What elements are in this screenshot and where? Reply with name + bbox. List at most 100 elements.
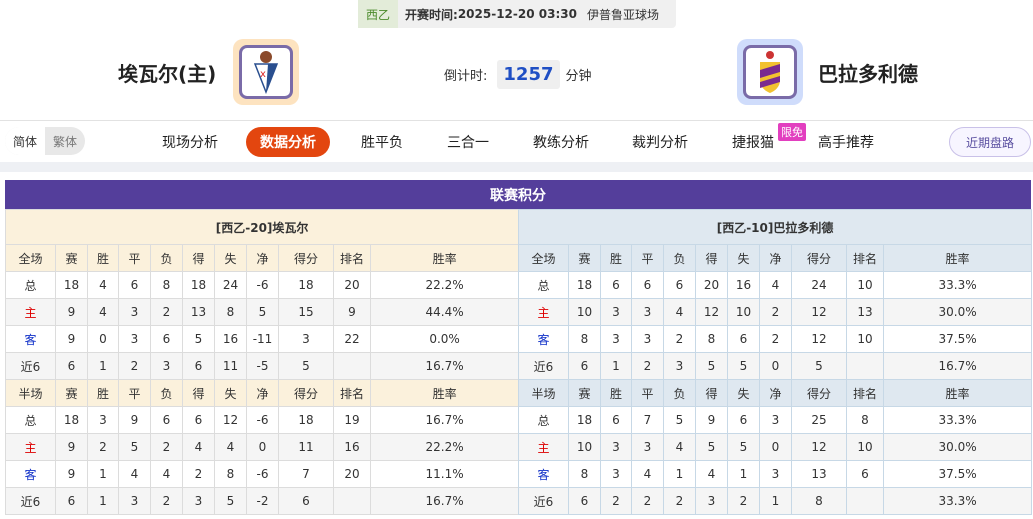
- table-row: 客 8 3 3 2 8 6 2 12 10 37.5%: [518, 325, 1033, 353]
- stat-cell: 8: [791, 487, 847, 515]
- language-toggle[interactable]: 简体 繁体: [5, 127, 85, 155]
- column-header: 负: [663, 244, 696, 272]
- stat-cell: 8: [846, 406, 884, 434]
- column-header: 得分: [278, 244, 334, 272]
- tab-1x2[interactable]: 胜平负: [361, 135, 403, 151]
- stat-cell: 0: [759, 352, 792, 380]
- header-row: 半场赛胜平负得失净得分 排名 胜率: [5, 379, 520, 407]
- lang-traditional[interactable]: 繁体: [52, 134, 77, 149]
- league-tag[interactable]: 西乙: [358, 0, 398, 28]
- row-label: 主: [518, 433, 569, 461]
- stat-cell: 4: [182, 433, 215, 461]
- row-label: 总: [518, 271, 569, 299]
- lang-simplified[interactable]: 简体: [5, 127, 45, 155]
- table-row: 近6 6 1 2 3 5 5 0 5 16.7%: [518, 352, 1033, 380]
- venue: 伊普鲁亚球场: [586, 7, 659, 22]
- column-header: 赛: [568, 244, 601, 272]
- stat-cell: 16.7%: [369, 487, 520, 515]
- stat-cell: 9: [55, 433, 88, 461]
- stat-cell: 3: [695, 487, 728, 515]
- stat-cell: 6: [727, 406, 760, 434]
- tab-expert-picks[interactable]: 高手推荐: [818, 135, 874, 151]
- stat-cell: 18: [182, 271, 215, 299]
- stat-cell: 8: [568, 325, 601, 353]
- row-label: 近6: [518, 487, 569, 515]
- tab-data-analysis[interactable]: 数据分析: [246, 127, 330, 157]
- table-row: 总 18 6 7 5 9 6 3 25 8 33.3%: [518, 406, 1033, 434]
- stat-cell: 18: [55, 406, 88, 434]
- stat-cell: 11: [278, 433, 334, 461]
- tab-referee-analysis[interactable]: 裁判分析: [632, 135, 688, 151]
- column-header: 胜: [87, 379, 119, 407]
- stat-cell: 2: [759, 325, 792, 353]
- column-header: 得分: [791, 379, 847, 407]
- stat-cell: 6: [182, 406, 215, 434]
- column-header: 胜: [600, 379, 632, 407]
- stat-cell: 30.0%: [882, 298, 1033, 326]
- table-row: 近6 6 2 2 2 3 2 1 8 33.3%: [518, 487, 1033, 515]
- stat-cell: 13: [791, 460, 847, 488]
- stat-cell: 12: [791, 325, 847, 353]
- home-team-logo[interactable]: x: [233, 39, 299, 105]
- stat-cell: 15: [278, 298, 334, 326]
- stat-cell: 2: [663, 325, 696, 353]
- table-row: 总 18 6 6 6 20 16 4 24 10 33.3%: [518, 271, 1033, 299]
- stat-cell: 3: [600, 298, 632, 326]
- stat-cell: 3: [182, 487, 215, 515]
- stat-cell: 1: [727, 460, 760, 488]
- stat-cell: 2: [759, 298, 792, 326]
- stat-cell: 2: [727, 487, 760, 515]
- table-row: 客 8 3 4 1 4 1 3 13 6 37.5%: [518, 460, 1033, 488]
- stat-cell: 2: [182, 460, 215, 488]
- stat-cell: 1: [663, 460, 696, 488]
- stat-cell: 6: [846, 460, 884, 488]
- stat-cell: 11: [214, 352, 247, 380]
- stat-cell: 3: [600, 460, 632, 488]
- stat-cell: 6: [182, 352, 215, 380]
- stat-cell: 2: [600, 487, 632, 515]
- column-header: 得: [695, 244, 728, 272]
- countdown-value: 1257: [497, 60, 560, 89]
- stat-cell: 6: [55, 352, 88, 380]
- kickoff-label: 开赛时间:: [405, 7, 458, 22]
- stat-cell: 4: [663, 433, 696, 461]
- home-team-name[interactable]: 埃瓦尔(主): [118, 62, 217, 86]
- stat-cell: 12: [214, 406, 247, 434]
- column-header: 净: [759, 379, 792, 407]
- section-label: 全场: [5, 244, 56, 272]
- column-header: 胜率: [369, 244, 520, 272]
- stat-cell: 24: [791, 271, 847, 299]
- column-header: 负: [150, 244, 183, 272]
- table-row: 主 10 3 3 4 12 10 2 12 13 30.0%: [518, 298, 1033, 326]
- stat-cell: 18: [278, 406, 334, 434]
- stat-cell: 0: [87, 325, 119, 353]
- match-info-bar: 西乙 开赛时间: 2025-12-20 03:30 伊普鲁亚球场: [358, 0, 676, 28]
- away-team-logo[interactable]: [737, 39, 803, 105]
- stat-cell: 9: [55, 298, 88, 326]
- column-header: 赛: [55, 244, 88, 272]
- stat-cell: 12: [791, 433, 847, 461]
- table-row: 主 9 4 3 2 13 8 5 15 9 44.4%: [5, 298, 520, 326]
- column-header: 得分: [791, 244, 847, 272]
- column-header: 胜率: [882, 379, 1033, 407]
- stat-cell: 22: [333, 325, 371, 353]
- row-label: 近6: [5, 352, 56, 380]
- free-badge: 限免: [778, 123, 806, 141]
- stat-cell: 12: [791, 298, 847, 326]
- stat-cell: 1: [87, 487, 119, 515]
- tab-coach-analysis[interactable]: 教练分析: [533, 135, 589, 151]
- recent-handicap-button[interactable]: 近期盘路: [949, 127, 1031, 157]
- stat-cell: 19: [333, 406, 371, 434]
- stat-cell: 13: [846, 298, 884, 326]
- tab-jiebaomao[interactable]: 捷报猫: [732, 135, 774, 151]
- tab-live-analysis[interactable]: 现场分析: [162, 135, 218, 151]
- table-row: 近6 6 1 3 2 3 5 -2 6 16.7%: [5, 487, 520, 515]
- stat-cell: 10: [727, 298, 760, 326]
- stat-cell: 24: [214, 271, 247, 299]
- stat-cell: 30.0%: [882, 433, 1033, 461]
- away-team-name[interactable]: 巴拉多利德: [818, 62, 918, 86]
- tab-three-in-one[interactable]: 三合一: [447, 135, 489, 151]
- stat-cell: 3: [118, 487, 151, 515]
- stat-cell: 10: [568, 298, 601, 326]
- column-header: 胜率: [369, 379, 520, 407]
